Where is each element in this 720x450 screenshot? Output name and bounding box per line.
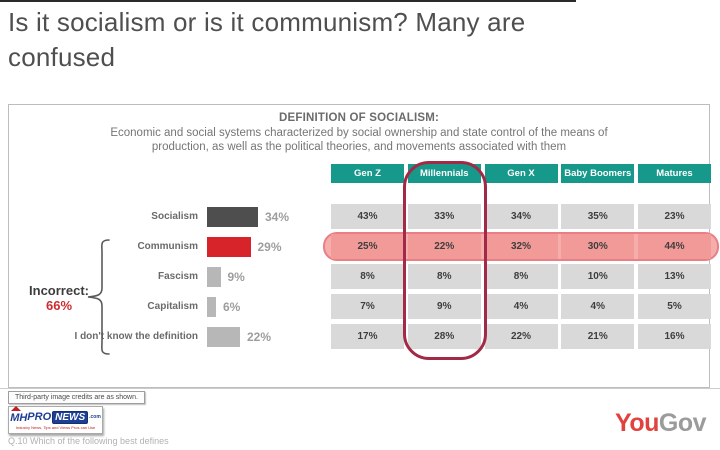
table-row-capitalism: 7% 9% 4% 4% 5% [331,294,711,319]
house-roof-icon [11,405,22,411]
column-header-baby-boomers: Baby Boomers [561,164,635,183]
bar-value: 6% [223,299,241,314]
table-cell: 30% [561,234,635,259]
table-cell: 8% [331,264,404,289]
bar-socialism [207,206,258,227]
mhpronews-news: NEWS [52,410,89,424]
mhpronews-pro: PRO [27,410,52,423]
bar-label: Communism [137,241,198,252]
bar-value: 22% [247,329,272,344]
mhpronews-tagline: Industry News, Tips and Views Pros can U… [15,424,96,430]
bar-value: 34% [265,209,290,224]
mhpronews-mh: MH [10,405,27,424]
mhpronews-logo: MH PRO NEWS .com Industry News, Tips and… [8,405,103,434]
definition-title: DEFINITION OF SOCIALISM: [278,112,440,124]
bar-communism [207,236,251,257]
curly-brace [87,239,110,355]
infographic-panel: DEFINITION OF SOCIALISM: Economic and so… [8,104,719,388]
table-cell: 22% [484,324,558,349]
definition-description-line2: production, as well as the political the… [151,141,567,153]
table-cell: 17% [331,324,404,349]
bar-row-fascism: Fascism 9% [9,264,327,289]
bar-capitalism [207,296,216,317]
table-cell: 43% [331,204,404,229]
table-row-communism-highlighted: 25% 22% 32% 30% 44% [323,232,719,261]
table-cell: 25% [331,234,404,259]
yougov-logo: YouGov [615,409,707,438]
table-cell: 10% [561,264,635,289]
table-cell: 8% [484,264,558,289]
table-cell: 33% [407,204,481,229]
bar-row-socialism: Socialism 34% [9,204,327,229]
table-cell: 9% [407,294,481,319]
bar-label: I don't know the definition [74,331,198,342]
bar-chart: Socialism 34% Communism 29% Fascism 9% C… [9,204,327,354]
definition-description-line1: Economic and social systems characterize… [110,127,608,139]
table-row-fascism: 8% 8% 8% 10% 13% [331,264,711,289]
table-cell: 34% [484,204,558,229]
table-cell: 32% [484,234,558,259]
table-cell: 4% [484,294,558,319]
yougov-you: You [615,409,659,437]
bar-label: Fascism [157,271,198,282]
millennials-column-circle [403,161,487,360]
column-header-gen-x: Gen X [484,164,558,183]
table-cell: 4% [561,294,635,319]
bar-value: 9% [227,269,245,284]
yougov-gov: Gov [658,409,707,437]
image-credits-note: Third-party image credits are as shown. [8,391,145,404]
bar-row-capitalism: Capitalism 6% [9,294,327,319]
generation-header-row: Gen Z Millennials Gen X Baby Boomers Mat… [331,164,711,183]
bar-label: Socialism [151,211,198,222]
bar-fascism [207,266,221,287]
bar-value: 29% [257,239,282,254]
table-cell: 5% [638,294,711,319]
table-cell: 16% [638,324,711,349]
incorrect-value: 66% [45,298,73,313]
incorrect-label: Incorrect: [29,283,89,298]
table-cell: 35% [561,204,635,229]
column-header-gen-z: Gen Z [331,164,404,183]
bar-dont-know [207,326,240,347]
bar-row-dont-know: I don't know the definition 22% [9,324,327,349]
table-cell: 44% [638,234,711,259]
table-row-socialism: 43% 33% 34% 35% 23% [331,204,711,229]
bar-label: Capitalism [147,301,198,312]
table-cell: 22% [407,234,481,259]
data-table: 43% 33% 34% 35% 23% 25% 22% 32% 30% 44% … [323,204,719,354]
footer-divider [0,388,720,389]
column-header-matures: Matures [638,164,711,183]
mhpronews-com: .com [89,413,101,420]
table-row-dont-know: 17% 28% 22% 21% 16% [331,324,711,349]
mhpronews-wordmark: MH PRO NEWS .com [10,405,101,424]
table-cell: 7% [331,294,404,319]
survey-question-text: Q.10 Which of the following best defines [8,436,169,446]
page-title: Is it socialism or is it communism? Many… [8,7,526,72]
table-cell: 23% [638,204,711,229]
table-cell: 13% [638,264,711,289]
top-border-line [0,0,576,2]
incorrect-annotation: Incorrect: 66% [17,283,101,313]
bar-row-communism: Communism 29% [9,234,327,259]
table-cell: 8% [407,264,481,289]
table-cell: 21% [561,324,635,349]
